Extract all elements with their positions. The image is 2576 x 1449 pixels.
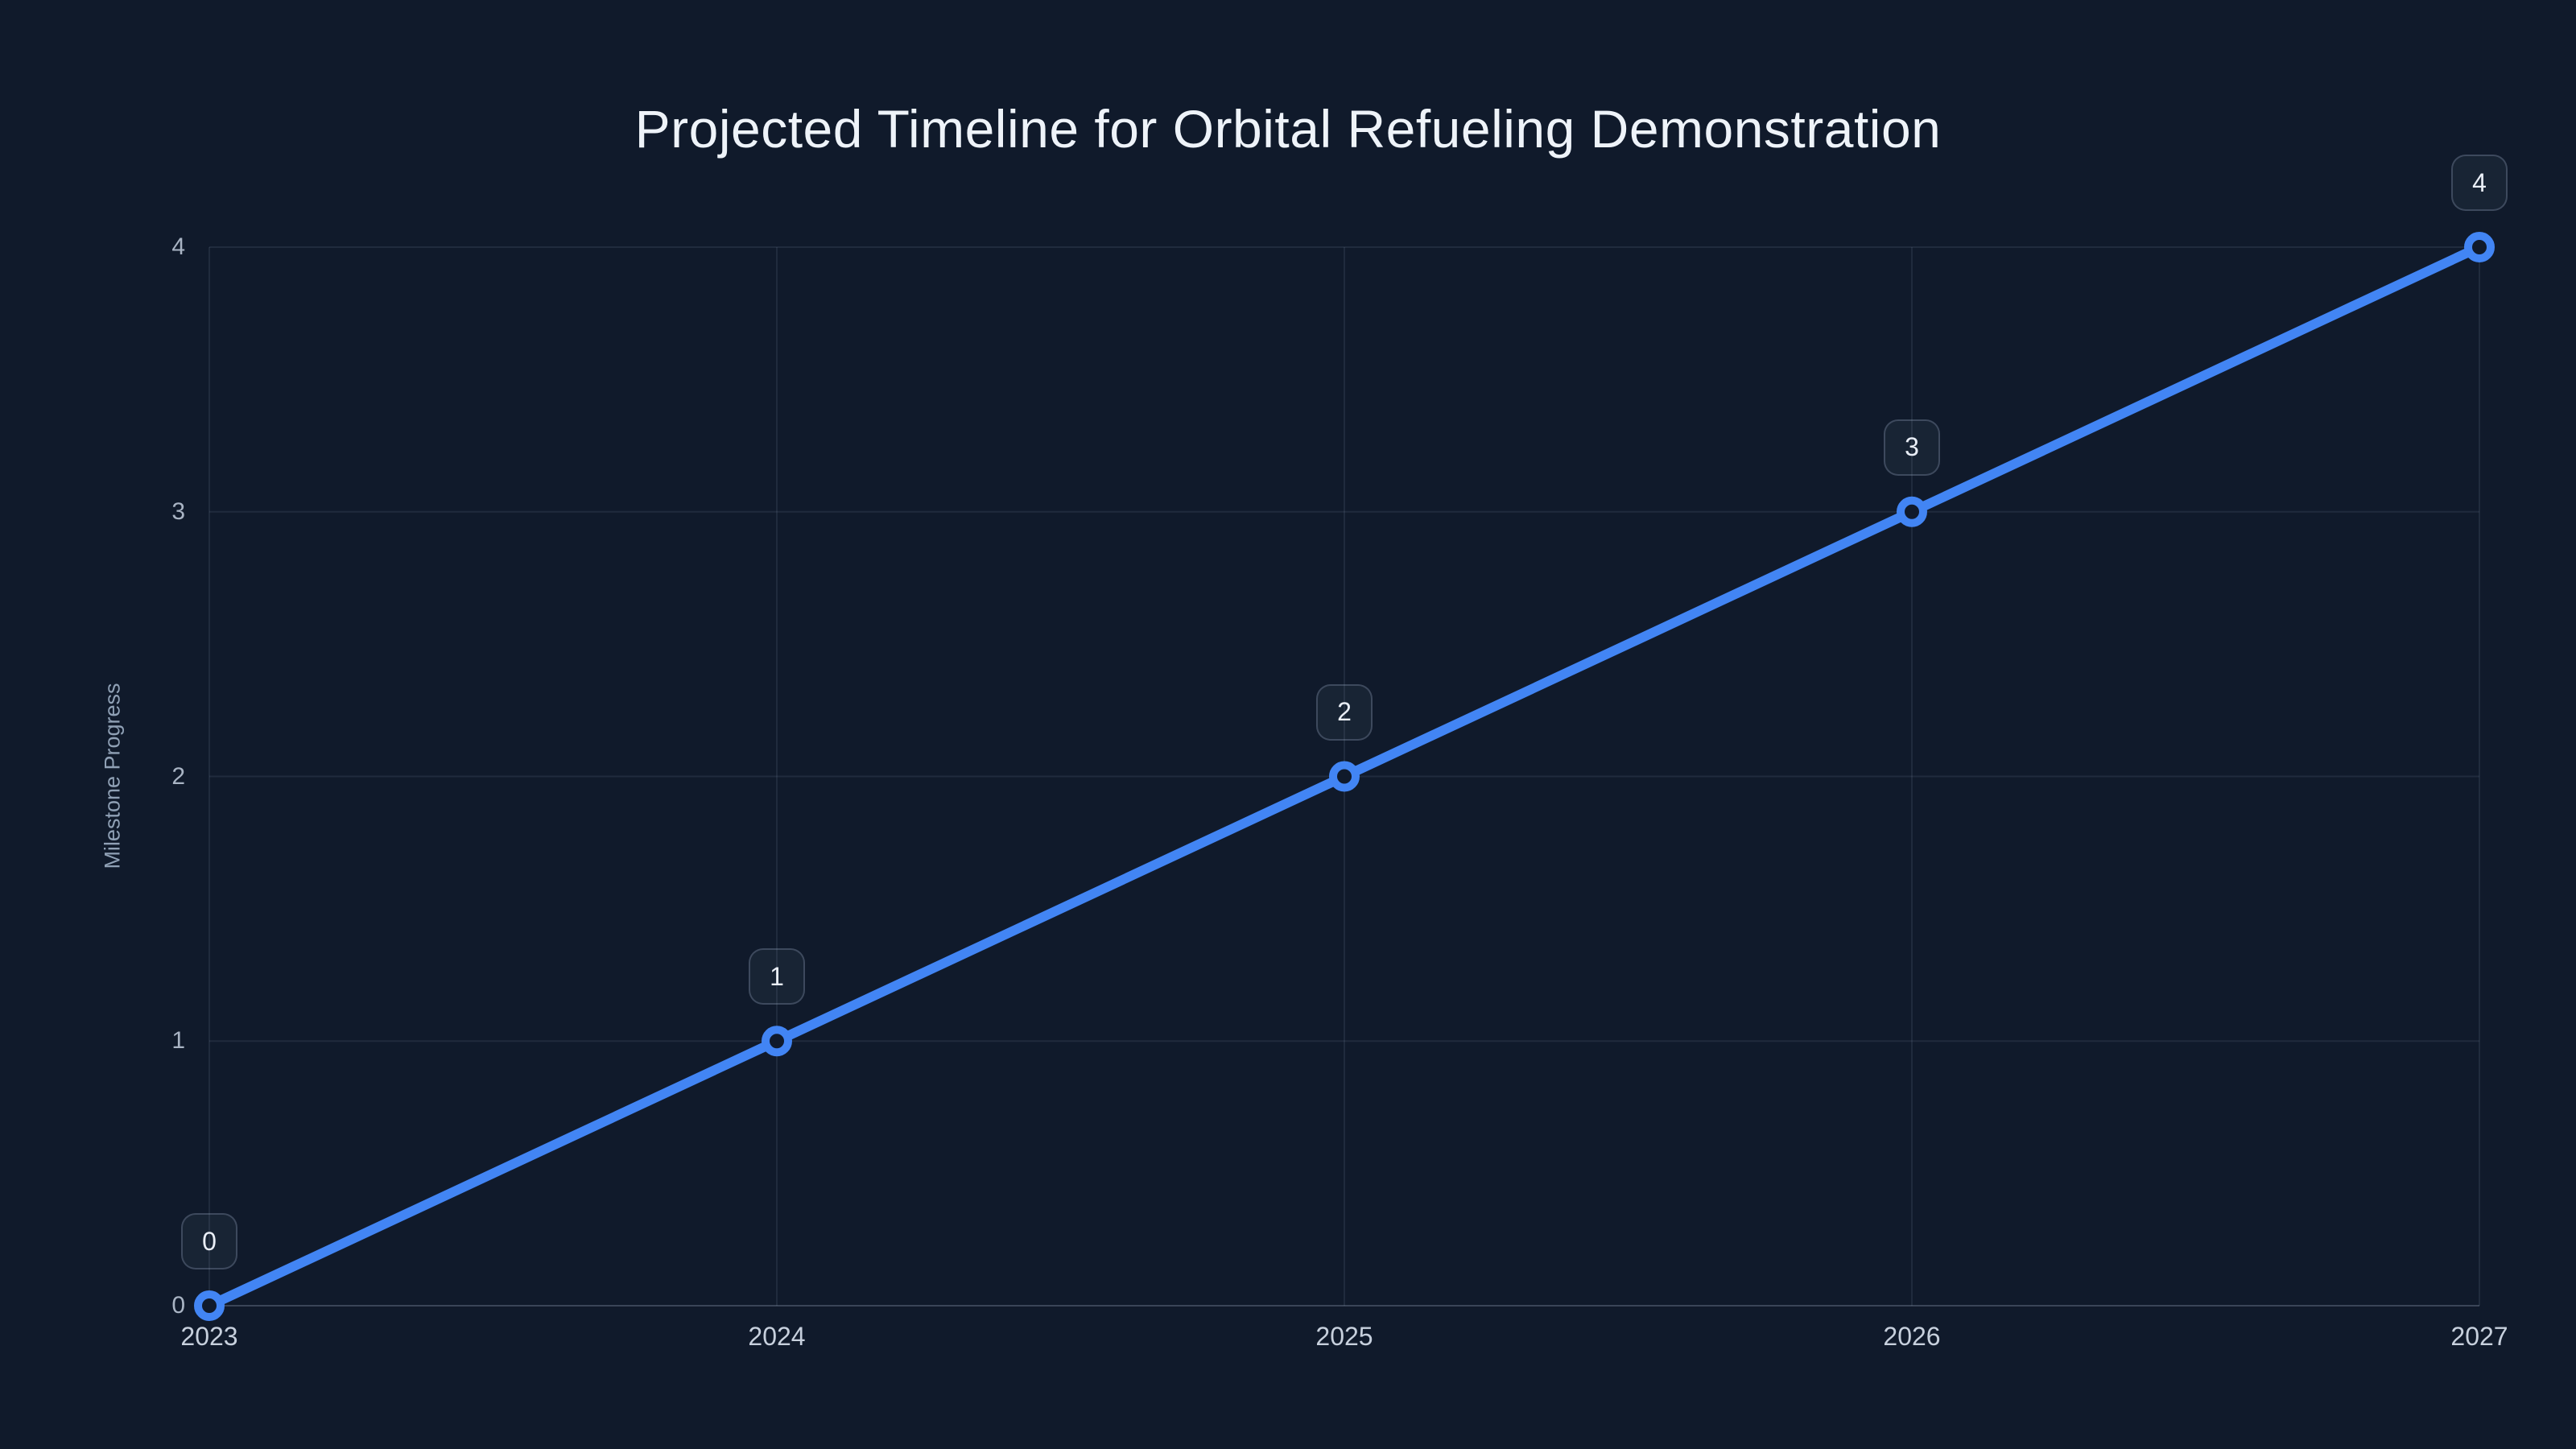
point-label-box-1: 1 bbox=[749, 948, 805, 1005]
data-point-marker-2026[interactable] bbox=[1897, 496, 1927, 527]
point-label-box-4: 4 bbox=[2451, 155, 2508, 211]
point-label-box-0: 0 bbox=[181, 1213, 237, 1269]
y-tick-label-3: 3 bbox=[171, 497, 185, 525]
y-tick-label-0: 0 bbox=[171, 1292, 185, 1319]
y-tick-label-2: 2 bbox=[171, 762, 185, 790]
x-tick-label-3: 2026 bbox=[1883, 1322, 1941, 1351]
data-point-marker-2023[interactable] bbox=[194, 1290, 225, 1321]
data-point-marker-2025[interactable] bbox=[1329, 761, 1360, 792]
chart-title: Projected Timeline for Orbital Refueling… bbox=[634, 99, 1942, 159]
x-tick-label-0: 2023 bbox=[180, 1322, 238, 1351]
point-label-box-2: 2 bbox=[1316, 683, 1373, 741]
y-tick-label-1: 1 bbox=[171, 1027, 185, 1055]
y-tick-label-4: 4 bbox=[171, 233, 185, 260]
data-point-marker-2024[interactable] bbox=[762, 1026, 792, 1057]
x-tick-label-2: 2025 bbox=[1315, 1322, 1373, 1351]
point-label-box-3: 3 bbox=[1884, 419, 1940, 476]
data-point-marker-2027[interactable] bbox=[2464, 232, 2495, 262]
x-tick-label-1: 2024 bbox=[748, 1322, 806, 1351]
x-tick-label-4: 2027 bbox=[2450, 1322, 2508, 1351]
